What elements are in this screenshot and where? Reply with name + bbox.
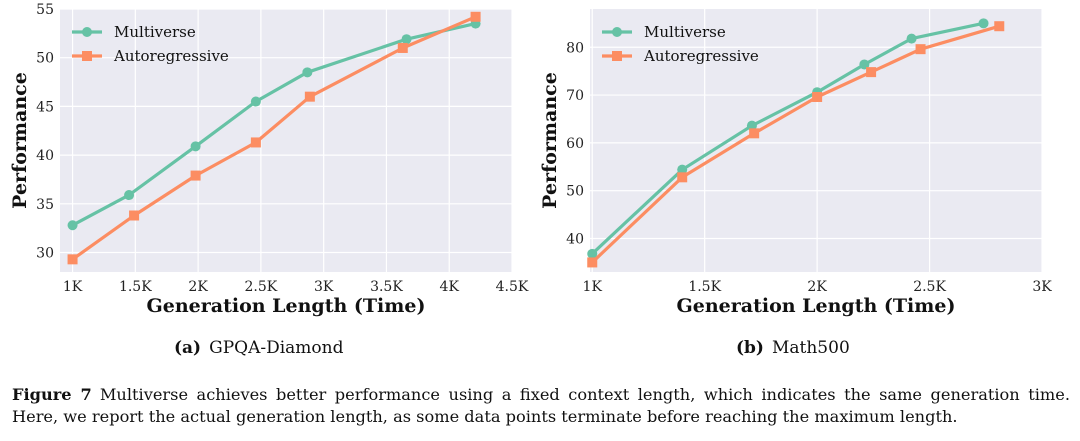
data-point-autoregressive-b: [749, 128, 760, 139]
subcaption-a-label: (a): [174, 338, 202, 358]
subcaption-b: (b) Math500: [736, 338, 850, 358]
data-point-multiverse-b: [978, 18, 989, 29]
x-tick-label-a: 1.5K: [119, 279, 152, 295]
chart-gpqa-diamond: 1K 1.5K 2K 2.5K 3K 3.5K 4K 4.5K 30 35 40 45 50 55 Gene…: [9, 2, 529, 317]
y-tick-label-a: 40: [36, 148, 54, 164]
legend-label-autoregressive-b: Autoregressive: [643, 47, 759, 65]
data-point-multiverse-b: [677, 164, 688, 175]
y-tick-label-a: 45: [36, 99, 54, 115]
x-tick-label-a: 4K: [440, 279, 460, 295]
x-tick-label-a: 2K: [188, 279, 208, 295]
legend-label-multiverse-b: Multiverse: [644, 23, 726, 41]
data-point-multiverse-a: [124, 190, 135, 201]
chart-math500: 1K 1.5K 2K 2.5K 3K 40 50 60 70 80 Generation Lengt…: [539, 9, 1052, 317]
subcaption-a: (a) GPQA-Diamond: [174, 338, 343, 358]
y-tick-label-b: 80: [566, 40, 584, 56]
x-tick-label-b: 2.5K: [913, 279, 946, 295]
legend-label-autoregressive-a: Autoregressive: [113, 47, 229, 65]
legend-marker-multiverse-a: [82, 27, 92, 37]
data-point-autoregressive-a: [129, 210, 140, 221]
x-tick-label-a: 3K: [314, 279, 334, 295]
figure-caption-text: Multiverse achieves better performance u…: [12, 385, 1070, 426]
figure-caption: Figure 7 Multiverse achieves better perfo…: [12, 384, 1070, 428]
subcaption-b-text: Math500: [771, 338, 850, 358]
legend-marker-autoregressive-b: [612, 51, 622, 61]
x-tick-label-a: 3.5K: [370, 279, 403, 295]
x-tick-label-b: 3K: [1032, 279, 1052, 295]
x-tick-label-b: 1K: [583, 279, 603, 295]
data-point-autoregressive-b: [587, 257, 598, 268]
y-tick-label-b: 40: [566, 232, 584, 248]
data-point-multiverse-a: [190, 141, 201, 152]
data-point-autoregressive-b: [866, 67, 877, 78]
legend-marker-multiverse-b: [612, 27, 622, 37]
data-point-multiverse-b: [906, 33, 917, 44]
y-tick-label-a: 35: [36, 197, 54, 213]
data-point-autoregressive-b: [994, 21, 1005, 32]
x-axis-label-b: Generation Length (Time): [677, 295, 956, 317]
data-point-multiverse-b: [859, 59, 870, 70]
plot-area-b: [590, 9, 1042, 272]
data-point-multiverse-a: [302, 67, 313, 78]
x-tick-label-b: 1.5K: [688, 279, 721, 295]
legend-marker-autoregressive-a: [82, 51, 92, 61]
x-tick-label-b: 2K: [807, 279, 827, 295]
data-point-autoregressive-a: [470, 11, 481, 22]
y-tick-label-b: 60: [566, 136, 584, 152]
data-point-autoregressive-b: [812, 91, 823, 102]
x-tick-label-a: 2.5K: [245, 279, 278, 295]
subcaption-a-text: GPQA-Diamond: [209, 338, 344, 358]
y-axis-label-a: Performance: [9, 72, 31, 209]
y-tick-label-b: 70: [566, 88, 584, 104]
y-tick-label-a: 30: [36, 246, 54, 262]
x-tick-label-a: 4.5K: [496, 279, 529, 295]
data-point-autoregressive-a: [304, 91, 315, 102]
data-point-multiverse-a: [250, 96, 261, 107]
data-point-autoregressive-a: [250, 137, 261, 148]
y-tick-label-a: 55: [36, 2, 54, 18]
x-axis-label-a: Generation Length (Time): [147, 295, 426, 317]
subcaption-b-label: (b): [736, 338, 764, 358]
y-tick-label-b: 50: [566, 184, 584, 200]
figure-caption-label: Figure 7: [12, 385, 92, 404]
y-axis-label-b: Performance: [539, 72, 561, 209]
data-point-multiverse-a: [401, 34, 412, 45]
data-point-autoregressive-b: [915, 44, 926, 55]
data-point-multiverse-b: [746, 120, 757, 131]
y-tick-label-a: 50: [36, 51, 54, 67]
legend-label-multiverse-a: Multiverse: [114, 23, 196, 41]
data-point-autoregressive-b: [677, 172, 688, 183]
x-tick-label-a: 1K: [63, 279, 83, 295]
data-point-multiverse-a: [67, 220, 78, 231]
data-point-autoregressive-a: [67, 254, 78, 265]
data-point-autoregressive-a: [397, 42, 408, 53]
data-point-autoregressive-a: [190, 170, 201, 181]
data-point-multiverse-b: [587, 248, 598, 259]
